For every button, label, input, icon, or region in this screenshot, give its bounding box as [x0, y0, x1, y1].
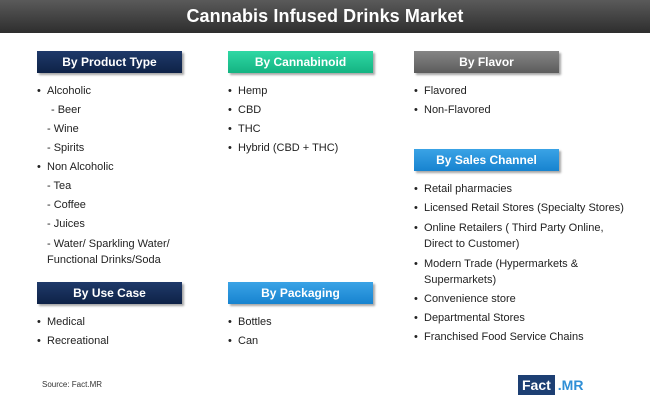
list-item: • Recreational: [37, 335, 109, 347]
list-item: • Hybrid (CBD + THC): [228, 142, 339, 154]
list-item: • Online Retailers ( Third Party Online, D…: [414, 222, 604, 250]
segment-list: • Medical • Recreational: [37, 313, 182, 351]
list-item: • Alcoholic: [37, 85, 92, 97]
list-item: - Tea: [47, 180, 72, 192]
list-item: - Spirits: [47, 142, 85, 154]
segment-product-type: By Product Type • Alcoholic - Beer - Wine…: [37, 51, 182, 270]
segment-list: • Alcoholic - Beer - Wine - Spirits • Non …: [37, 82, 182, 270]
segment-heading: By Sales Channel: [414, 149, 559, 171]
segment-packaging: By Packaging • Bottles • Can: [228, 282, 373, 351]
segment-use-case: By Use Case • Medical • Recreational: [37, 282, 182, 351]
source-note: Source: Fact.MR: [42, 380, 103, 389]
factmr-logo: Fact .MR: [518, 375, 586, 395]
segment-cannabinoid: By Cannabinoid • Hemp • CBD • THC • Hybrid (…: [228, 51, 373, 158]
list-item: • Departmental Stores: [414, 312, 525, 324]
segment-list: • Retail pharmacies • Licensed Retail Stor…: [414, 180, 639, 347]
list-item: - Beer: [51, 104, 81, 116]
segment-flavor: By Flavor • Flavored • Non-Flavored: [414, 51, 559, 120]
logo-part-1: Fact: [518, 375, 555, 395]
segment-heading: By Flavor: [414, 51, 559, 73]
list-item: • Bottles: [228, 316, 272, 328]
segment-list: • Hemp • CBD • THC • Hybrid (CBD + THC): [228, 82, 373, 158]
list-item: • Retail pharmacies: [414, 183, 513, 195]
list-item: • Licensed Retail Stores (Specialty Store…: [414, 202, 624, 214]
segment-heading: By Cannabinoid: [228, 51, 373, 73]
segment-sales-channel: By Sales Channel • Retail pharmacies • Lic…: [414, 149, 639, 347]
segment-heading: By Use Case: [37, 282, 182, 304]
page-title: Cannabis Infused Drinks Market: [186, 6, 464, 26]
list-item: • Modern Trade (Hypermarkets & Supermarket…: [414, 258, 579, 286]
list-item: • Non-Flavored: [414, 104, 491, 116]
list-item: - Wine: [47, 123, 79, 135]
segment-list: • Bottles • Can: [228, 313, 373, 351]
list-item: - Coffee: [47, 199, 86, 211]
title-bar: Cannabis Infused Drinks Market: [0, 0, 650, 33]
list-item: - Juices: [47, 218, 85, 230]
list-item: • Can: [228, 335, 259, 347]
list-item: • Franchised Food Service Chains: [414, 331, 584, 343]
segment-heading: By Product Type: [37, 51, 182, 73]
list-item: - Water/ Sparkling Water/Functional Drin…: [47, 238, 170, 266]
list-item: • Non Alcoholic: [37, 161, 114, 173]
list-item: • Hemp: [228, 85, 268, 97]
list-item: • THC: [228, 123, 261, 135]
list-item: • Convenience store: [414, 293, 516, 305]
list-item: • Medical: [37, 316, 85, 328]
list-item: • Flavored: [414, 85, 467, 97]
segment-list: • Flavored • Non-Flavored: [414, 82, 559, 120]
logo-part-2: .MR: [557, 377, 584, 393]
list-item: • CBD: [228, 104, 262, 116]
segment-heading: By Packaging: [228, 282, 373, 304]
